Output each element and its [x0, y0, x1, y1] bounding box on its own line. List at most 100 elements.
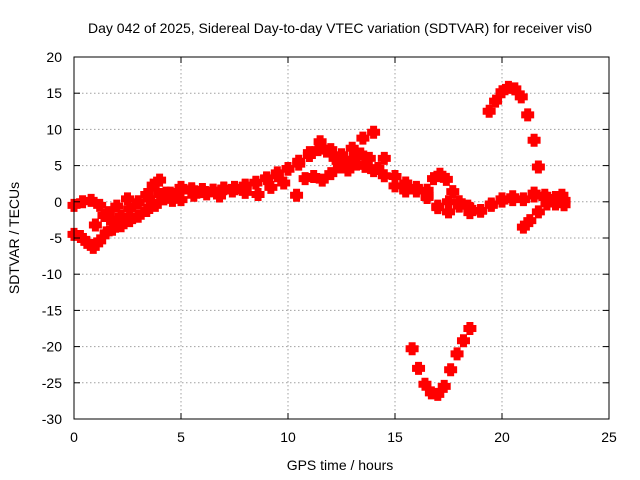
y-tick-label: -25: [42, 375, 62, 391]
data-point: [422, 185, 433, 196]
data-point: [317, 174, 328, 186]
data-point: [98, 210, 110, 221]
data-point: [441, 174, 452, 185]
data-point: [507, 194, 518, 205]
data-point: [355, 148, 366, 160]
data-point: [240, 187, 251, 198]
y-tick-label: 15: [46, 85, 62, 101]
data-point: [464, 323, 475, 334]
data-point: [447, 186, 458, 197]
data-point: [445, 364, 456, 375]
data-point: [94, 235, 105, 246]
x-tick-label: 20: [494, 429, 510, 445]
data-point: [201, 188, 212, 199]
data-point: [368, 165, 379, 176]
data-point: [496, 195, 508, 207]
data-point: [86, 195, 97, 206]
data-point: [454, 196, 465, 207]
data-point: [272, 170, 283, 181]
data-point: [308, 171, 319, 182]
data-point: [150, 200, 161, 211]
data-point: [94, 200, 105, 211]
data-point: [282, 164, 294, 175]
data-point: [336, 149, 347, 160]
data-point: [160, 188, 172, 199]
data-point: [133, 211, 144, 222]
x-tick-label: 5: [177, 429, 185, 445]
x-tick-label: 25: [601, 429, 617, 445]
data-point: [141, 189, 152, 200]
data-points: [67, 80, 571, 401]
data-point: [359, 161, 371, 172]
data-point: [411, 185, 422, 197]
series-arc-b: [67, 125, 423, 220]
data-point: [379, 170, 390, 181]
data-point: [154, 174, 165, 186]
data-point: [325, 144, 336, 155]
data-point: [304, 147, 315, 158]
grid-lines: [74, 57, 609, 419]
data-point: [364, 153, 375, 164]
data-point: [533, 161, 544, 173]
data-point: [141, 205, 152, 216]
data-point: [541, 198, 553, 210]
data-point: [379, 153, 390, 164]
data-point: [496, 86, 508, 97]
data-point: [550, 192, 561, 203]
data-point: [522, 109, 533, 121]
data-point: [342, 164, 354, 176]
data-point: [227, 185, 238, 197]
data-point: [278, 177, 289, 189]
series-arc-i: [405, 322, 477, 401]
data-point: [351, 159, 362, 170]
y-tick-label: 5: [54, 158, 62, 174]
data-point: [484, 106, 495, 117]
data-point: [434, 169, 446, 180]
y-tick-label: 10: [46, 121, 62, 137]
data-point: [443, 196, 454, 207]
y-tick-label: -15: [42, 302, 62, 318]
data-point: [115, 220, 127, 231]
data-point: [167, 195, 178, 206]
data-point: [124, 203, 135, 215]
data-point: [439, 381, 450, 392]
data-point: [558, 199, 570, 210]
data-point: [413, 363, 424, 374]
data-point: [389, 171, 401, 182]
data-point: [88, 242, 99, 253]
data-point: [556, 190, 568, 201]
data-point: [325, 168, 336, 179]
data-point: [518, 194, 529, 205]
series-arc-h: [482, 80, 545, 174]
data-point: [261, 173, 272, 184]
data-point: [115, 211, 127, 222]
data-point: [75, 231, 86, 242]
data-point: [357, 132, 368, 144]
data-point: [486, 198, 497, 210]
chart-title: Day 042 of 2025, Sidereal Day-to-day VTE…: [88, 20, 592, 36]
data-point: [347, 143, 358, 154]
data-point: [315, 136, 326, 147]
series-arc-c: [88, 157, 381, 232]
data-point: [475, 205, 486, 216]
data-point: [458, 335, 469, 346]
data-point: [175, 194, 187, 205]
x-tick-label: 0: [70, 429, 78, 445]
data-point: [443, 206, 454, 218]
data-point: [368, 127, 379, 138]
data-point: [432, 201, 443, 212]
data-point: [293, 156, 304, 167]
data-point: [101, 227, 112, 239]
data-point: [81, 237, 92, 248]
data-point: [419, 379, 431, 390]
y-tick-labels: -30 -25 -20 -15 -10 -5 0 5 10 15 20: [42, 49, 62, 427]
data-point: [407, 343, 418, 354]
data-point: [432, 389, 443, 400]
y-tick-label: -5: [50, 230, 63, 246]
y-tick-label: -20: [42, 339, 62, 355]
data-point: [334, 161, 345, 173]
data-point: [524, 215, 535, 226]
